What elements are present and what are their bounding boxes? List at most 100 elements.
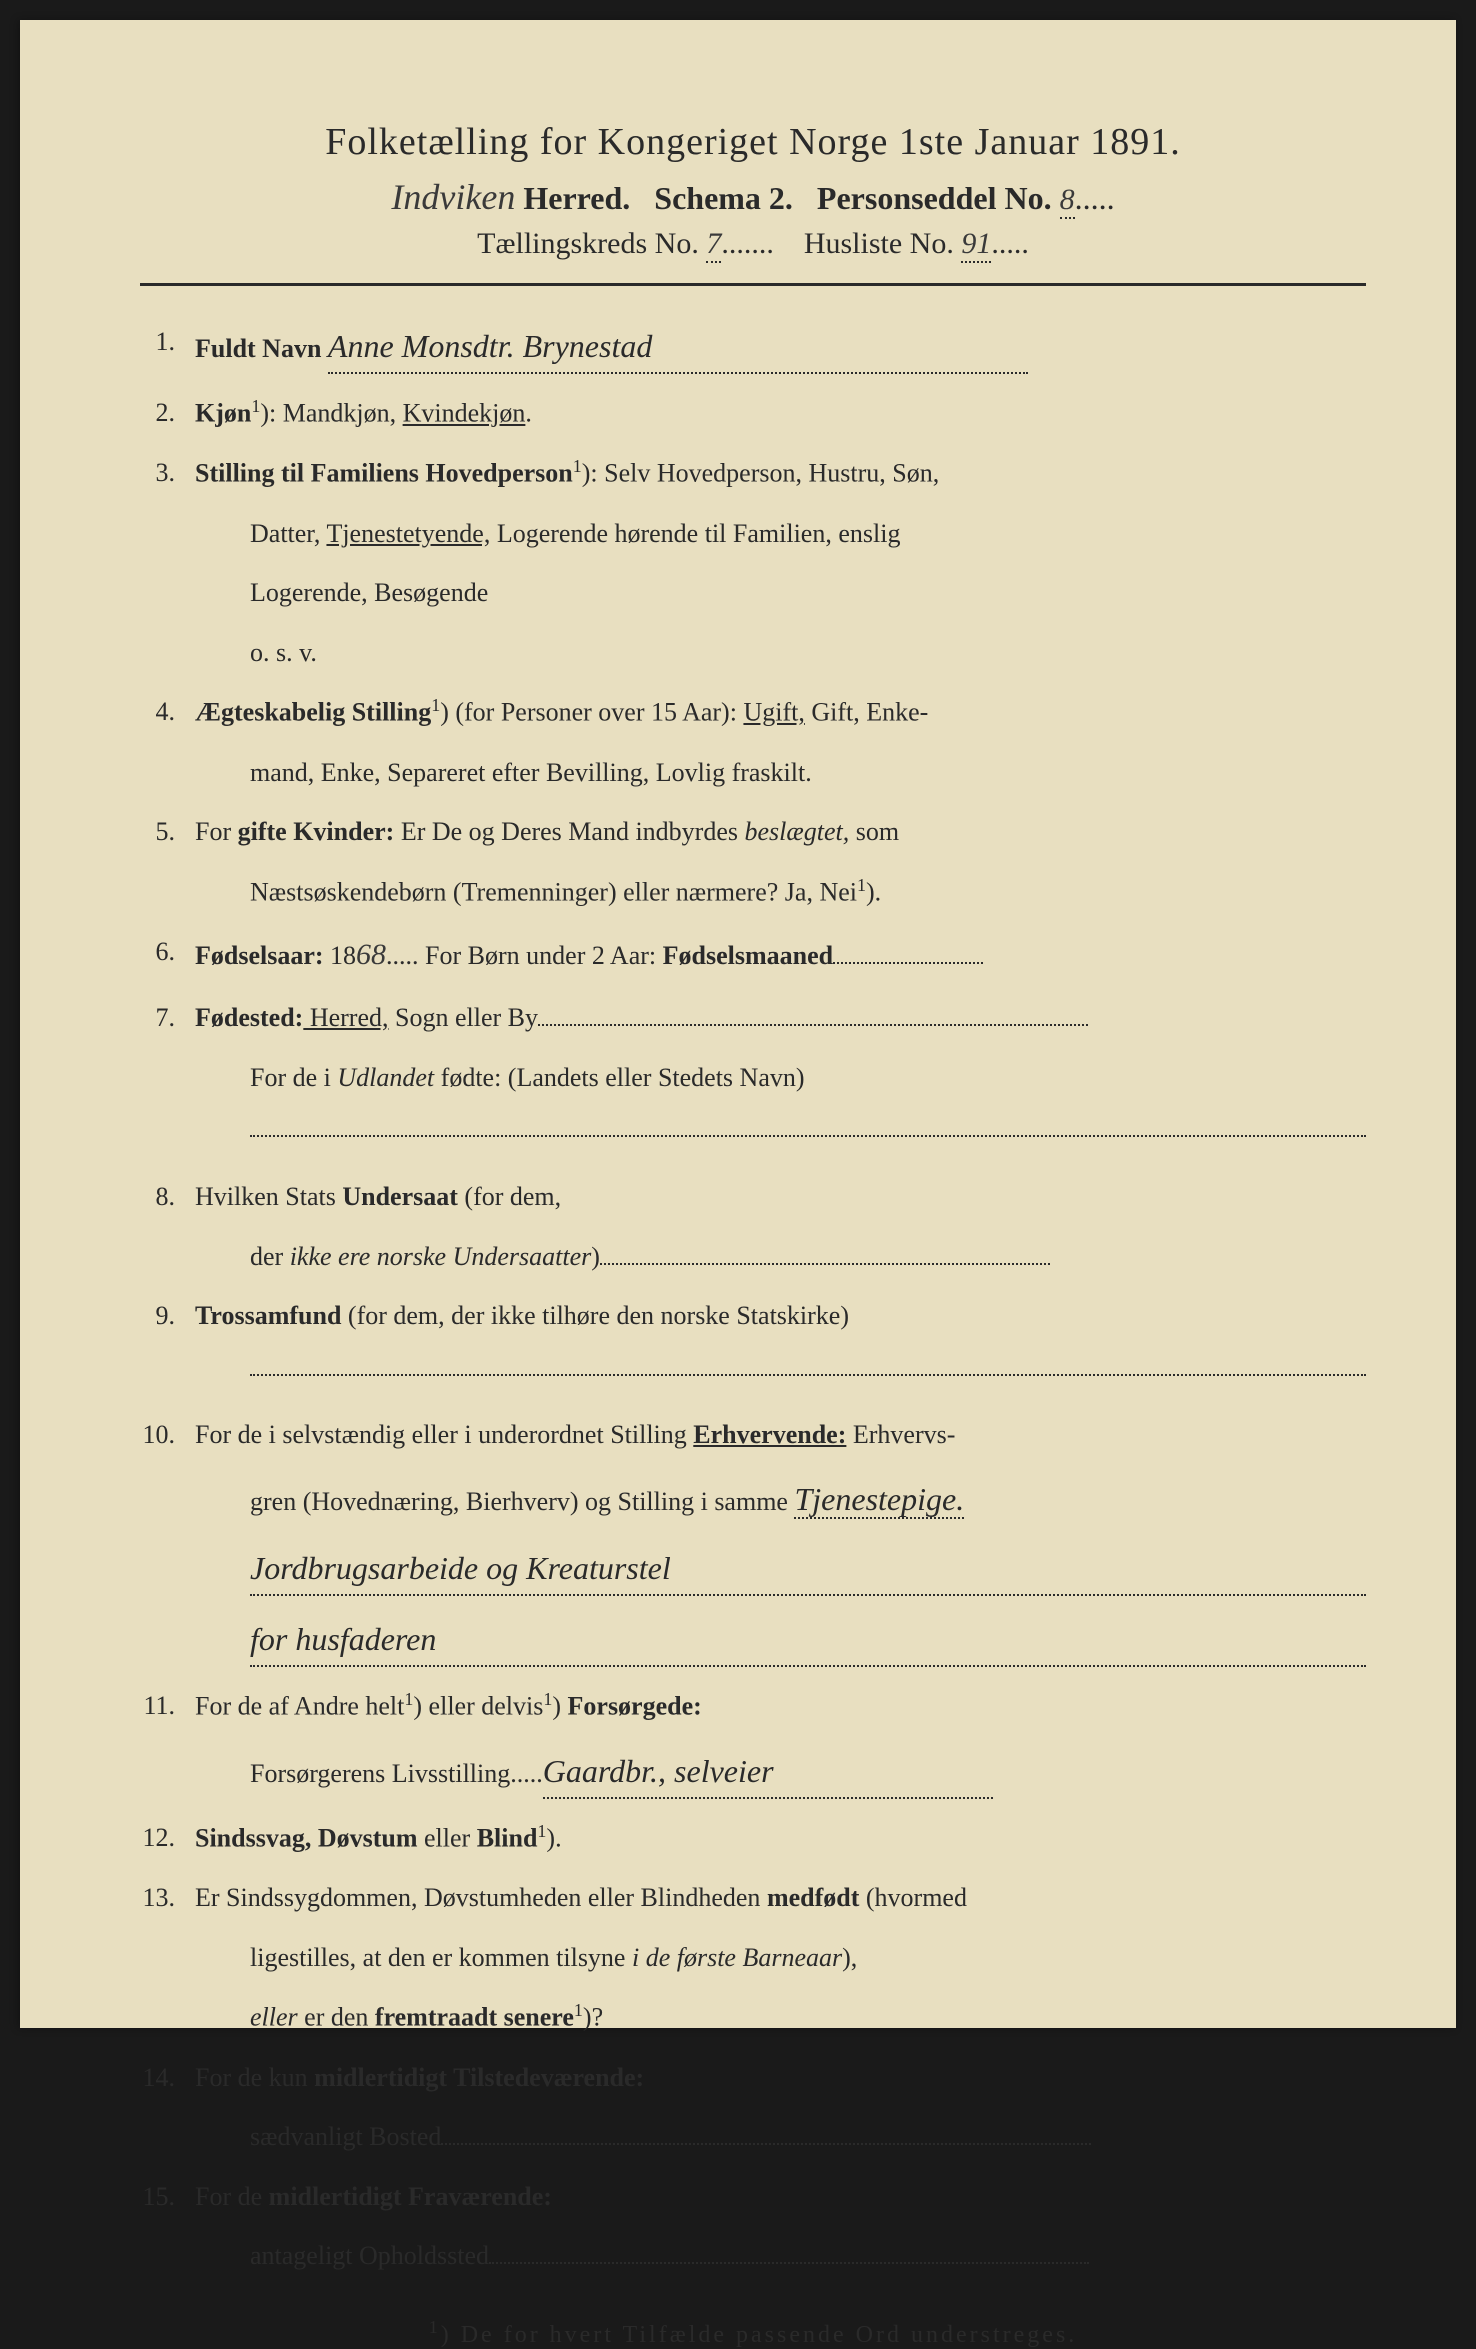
entry-4-cont: mand, Enke, Separeret efter Bevilling, L… xyxy=(250,752,1366,794)
entry-8-cont2: ) xyxy=(591,1242,600,1271)
entry-2-text: ): Mandkjøn, xyxy=(260,399,402,428)
entry-13-bold1: medfødt xyxy=(767,1883,859,1912)
entry-7-dotted xyxy=(538,1024,1088,1026)
entry-4-text1: ) (for Personer over 15 Aar): xyxy=(440,698,743,727)
entry-15-cont-text: antageligt Opholdssted xyxy=(250,2241,489,2270)
entry-13-bold2: fremtraadt senere xyxy=(375,2003,574,2032)
entry-9: 9. Trossamfund (for dem, der ikke tilhør… xyxy=(140,1295,1366,1337)
footnote-text: ) De for hvert Tilfælde passende Ord und… xyxy=(441,2322,1078,2348)
entry-1-body: Fuldt Navn Anne Monsdtr. Brynestad xyxy=(195,321,1366,374)
entry-15-num: 15. xyxy=(140,2176,195,2218)
entry-11-cont: Forsørgerens Livsstilling.....Gaardbr., … xyxy=(250,1746,1366,1799)
entry-1-handwritten: Anne Monsdtr. Brynestad xyxy=(328,321,1028,374)
entry-6-year-hw: 68 xyxy=(356,938,386,971)
entry-10-text1: For de i selvstændig eller i underordnet… xyxy=(195,1420,693,1449)
entry-13-body: Er Sindssygdommen, Døvstumheden eller Bl… xyxy=(195,1877,1366,1919)
entry-8-italic: ikke ere norske Undersaatter xyxy=(290,1242,592,1271)
entry-1-label: Fuldt Navn xyxy=(195,334,321,363)
entry-3-cont1: Datter, Tjenestetyende, Logerende hørend… xyxy=(250,513,1366,555)
entry-13: 13. Er Sindssygdommen, Døvstumheden elle… xyxy=(140,1877,1366,1919)
entry-3-underlined: Tjenestetyende, xyxy=(326,519,490,548)
husliste-no: 91 xyxy=(961,227,991,263)
entry-11-text2: ) eller delvis xyxy=(413,1692,543,1721)
entry-10-body: For de i selvstændig eller i underordnet… xyxy=(195,1414,1366,1456)
entry-1: 1. Fuldt Navn Anne Monsdtr. Brynestad xyxy=(140,321,1366,374)
census-form-page: Folketælling for Kongeriget Norge 1ste J… xyxy=(20,20,1456,2028)
entry-12-bold2: Blind xyxy=(477,1824,538,1853)
husliste-label: Husliste No. xyxy=(804,227,954,260)
entry-11-text1: For de af Andre helt xyxy=(195,1692,404,1721)
entry-5-num: 5. xyxy=(140,811,195,853)
entry-3-body: Stilling til Familiens Hovedperson1): Se… xyxy=(195,452,1366,494)
entry-13-cont1-text: ligestilles, at den er kommen tilsyne xyxy=(250,1943,632,1972)
entry-2-end: . xyxy=(525,399,532,428)
entry-5-text1: For xyxy=(195,817,238,846)
entry-9-num: 9. xyxy=(140,1295,195,1337)
personseddel-label: Personseddel No. xyxy=(817,180,1052,216)
entry-14-text: For de kun xyxy=(195,2063,314,2092)
entry-2-sup: 1 xyxy=(251,396,260,416)
entry-3-num: 3. xyxy=(140,452,195,494)
entry-5-text3: som xyxy=(849,817,899,846)
entry-12-num: 12. xyxy=(140,1817,195,1859)
entry-11-sup2: 1 xyxy=(543,1689,552,1709)
entry-9-text: (for dem, der ikke tilhøre den norske St… xyxy=(341,1301,849,1330)
tallingskreds-no: 7 xyxy=(706,227,721,263)
entry-5-italic1: beslægtet, xyxy=(745,817,850,846)
entry-2-label: Kjøn xyxy=(195,399,251,428)
entry-13-italic: i de første Barneaar xyxy=(632,1943,842,1972)
entry-1-num: 1. xyxy=(140,321,195,374)
entry-5-cont-text: Næstsøskendebørn (Tremenninger) eller næ… xyxy=(250,878,857,907)
entry-10-cont-text: gren (Hovednæring, Bierhverv) og Stillin… xyxy=(250,1487,788,1516)
personseddel-no: 8 xyxy=(1060,183,1075,219)
entry-7-cont: For de i Udlandet fødte: (Landets eller … xyxy=(250,1057,1366,1099)
entry-7-label: Fødested: xyxy=(195,1003,303,1032)
entry-3-text1: ): Selv Hovedperson, Hustru, Søn, xyxy=(582,459,939,488)
entry-14: 14. For de kun midlertidigt Tilstedevære… xyxy=(140,2057,1366,2099)
entry-13-sup: 1 xyxy=(574,2000,583,2020)
entry-9-label: Trossamfund xyxy=(195,1301,341,1330)
entry-13-text2: (hvormed xyxy=(859,1883,967,1912)
entry-9-dotted-line xyxy=(250,1355,1366,1397)
entry-13-cont1: ligestilles, at den er kommen tilsyne i … xyxy=(250,1937,1366,1979)
entry-6-label: Fødselsaar: xyxy=(195,941,324,970)
entry-8-cont1: der xyxy=(250,1242,290,1271)
entry-10-hw1: Tjenestepige. xyxy=(794,1481,964,1519)
entry-4-label: Ægteskabelig Stilling xyxy=(195,698,431,727)
entry-12: 12. Sindssvag, Døvstum eller Blind1). xyxy=(140,1817,1366,1859)
entry-3-cont1a: Datter, xyxy=(250,519,326,548)
entry-2: 2. Kjøn1): Mandkjøn, Kvindekjøn. xyxy=(140,392,1366,434)
entry-15: 15. For de midlertidigt Fraværende: xyxy=(140,2176,1366,2218)
entry-11-cont-text: Forsørgerens Livsstilling..... xyxy=(250,1759,543,1788)
tallingskreds-label: Tællingskreds No. xyxy=(477,227,699,260)
entry-7-num: 7. xyxy=(140,997,195,1039)
entry-5-body: For gifte Kvinder: Er De og Deres Mand i… xyxy=(195,811,1366,853)
entry-14-body: For de kun midlertidigt Tilstedeværende: xyxy=(195,2057,1366,2099)
entry-6-bold: Fødselsmaaned xyxy=(663,941,833,970)
entry-7-italic: Udlandet xyxy=(337,1063,434,1092)
entry-13-text1: Er Sindssygdommen, Døvstumheden eller Bl… xyxy=(195,1883,767,1912)
divider xyxy=(140,283,1366,286)
entry-8-num: 8. xyxy=(140,1176,195,1218)
entry-5: 5. For gifte Kvinder: Er De og Deres Man… xyxy=(140,811,1366,853)
entry-4-text2: Gift, Enke- xyxy=(805,698,928,727)
entry-15-cont: antageligt Opholdssted xyxy=(250,2235,1366,2277)
entry-8-text2: (for dem, xyxy=(458,1182,561,1211)
entry-11-bold: Forsørgede: xyxy=(568,1692,702,1721)
entry-14-dotted xyxy=(441,2143,1091,2145)
subtitle-line-2: Tællingskreds No. 7....... Husliste No. … xyxy=(140,227,1366,263)
entry-9-body: Trossamfund (for dem, der ikke tilhøre d… xyxy=(195,1295,1366,1337)
footnote: 1) De for hvert Tilfælde passende Ord un… xyxy=(140,2317,1366,2349)
entry-10-text2: Erhvervs- xyxy=(846,1420,955,1449)
entry-3-sup: 1 xyxy=(573,456,582,476)
entry-12-label: Sindssvag, Døvstum xyxy=(195,1824,418,1853)
entry-3: 3. Stilling til Familiens Hovedperson1):… xyxy=(140,452,1366,494)
entry-14-cont: sædvanligt Bosted xyxy=(250,2116,1366,2158)
entry-4-num: 4. xyxy=(140,691,195,733)
entry-7-body: Fødested: Herred, Sogn eller By xyxy=(195,997,1366,1039)
entry-13-cont3: eller er den fremtraadt senere1)? xyxy=(250,1996,1366,2038)
footnote-sup: 1 xyxy=(429,2317,441,2337)
entry-8-text1: Hvilken Stats xyxy=(195,1182,342,1211)
entry-4-underlined: Ugift, xyxy=(743,698,804,727)
entry-14-cont-text: sædvanligt Bosted xyxy=(250,2122,441,2151)
